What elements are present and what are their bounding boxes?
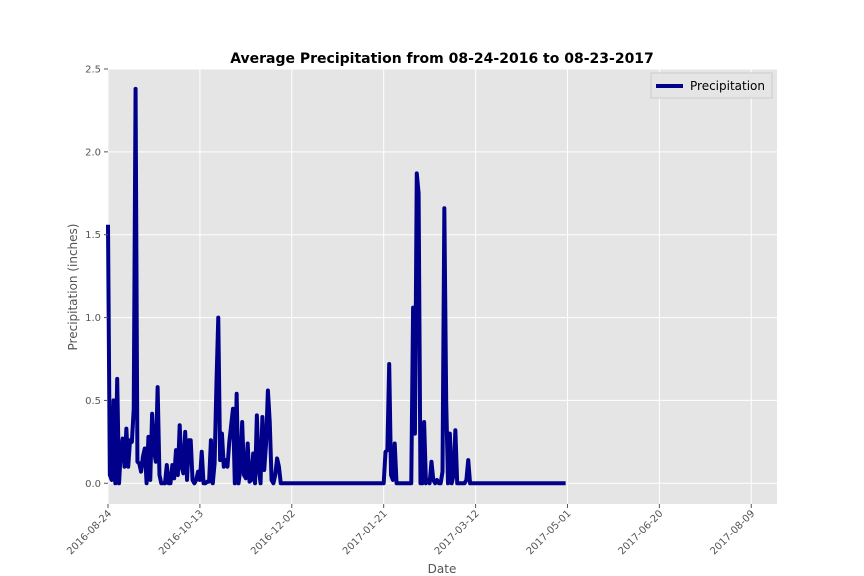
x-tick-label: 2017-05-01 <box>525 508 574 557</box>
y-axis-ticks: 0.0 0.5 1.0 1.5 2.0 2.5 <box>85 65 108 490</box>
x-tick-label: 2017-01-21 <box>341 508 390 557</box>
legend: Precipitation <box>650 72 773 99</box>
y-tick-label: 1.5 <box>85 230 101 241</box>
series-layer <box>106 86 566 486</box>
chart-title: Average Precipitation from 08-24-2016 to… <box>230 51 654 67</box>
x-tick-label: 2017-08-09 <box>709 508 758 557</box>
y-tick-label: 1.0 <box>85 313 101 324</box>
y-tick-label: 2.5 <box>85 65 101 76</box>
y-tick-label: 0.5 <box>85 396 101 407</box>
y-tick-label: 2.0 <box>85 147 101 158</box>
x-tick-label: 2016-10-13 <box>157 508 206 557</box>
series-line-precipitation <box>106 86 566 486</box>
y-axis-label: Precipitation (inches) <box>66 224 80 351</box>
y-tick-label: 0.0 <box>85 479 101 490</box>
x-tick-label: 2016-08-24 <box>65 508 114 557</box>
x-tick-label: 2017-06-20 <box>617 508 666 557</box>
legend-label: Precipitation <box>690 79 765 93</box>
x-axis-ticks: 2016-08-24 2016-10-13 2016-12-02 2017-01-21… <box>65 504 757 557</box>
x-tick-label: 2017-03-12 <box>433 508 482 557</box>
x-tick-label: 2016-12-02 <box>249 508 298 557</box>
x-axis-label: Date <box>428 562 457 576</box>
